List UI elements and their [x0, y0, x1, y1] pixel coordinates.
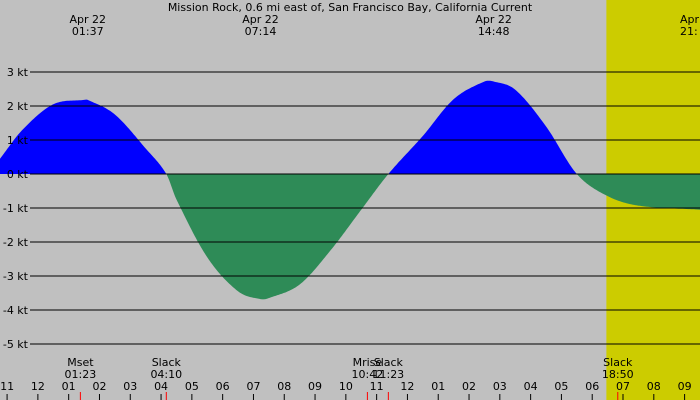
x-tick-label: 01	[62, 380, 76, 393]
x-tick-label: 07	[616, 380, 630, 393]
x-tick-label: 12	[400, 380, 414, 393]
x-tick-label: 03	[493, 380, 507, 393]
event-time: 01:37	[72, 25, 104, 38]
event-date: Apr 22	[242, 13, 279, 26]
bottom-event-label: Mrise	[353, 356, 383, 369]
y-tick-label: -4 kt	[3, 304, 29, 317]
x-tick-label: 12	[31, 380, 45, 393]
x-tick-label: 02	[462, 380, 476, 393]
y-tick-label: 3 kt	[7, 66, 29, 79]
x-tick-label: 02	[92, 380, 106, 393]
event-time: 21:	[680, 25, 698, 38]
x-tick-label: 05	[554, 380, 568, 393]
bottom-event-time: 01:23	[65, 368, 97, 381]
flood-area-2	[389, 80, 577, 174]
x-tick-label: 11	[370, 380, 384, 393]
bottom-event-time: 11:23	[372, 368, 404, 381]
event-time: 14:48	[478, 25, 510, 38]
x-tick-label: 04	[524, 380, 538, 393]
slack-moon-event-labels: Mset01:23Slack04:10Mrise10:42Slack11:23S…	[65, 356, 634, 400]
y-tick-label: 1 kt	[7, 134, 29, 147]
bottom-event-label: Slack	[152, 356, 182, 369]
ebb-area-3	[577, 174, 700, 210]
event-date: Apr 22	[70, 13, 107, 26]
x-tick-label: 06	[216, 380, 230, 393]
y-tick-label: -5 kt	[3, 338, 29, 351]
ebb-area-1	[167, 174, 389, 300]
gridlines	[30, 71, 700, 345]
x-tick-label: 05	[185, 380, 199, 393]
y-tick-label: -1 kt	[3, 202, 29, 215]
y-tick-label: 2 kt	[7, 100, 29, 113]
x-tick-label: 11	[0, 380, 14, 393]
event-date: Apr 22	[680, 13, 700, 26]
x-tick-label: 08	[277, 380, 291, 393]
bottom-event-label: Slack	[374, 356, 404, 369]
x-tick-label: 10	[339, 380, 353, 393]
x-tick-label: 09	[308, 380, 322, 393]
x-tick-label: 06	[585, 380, 599, 393]
y-tick-label: 0 kt	[7, 168, 29, 181]
flood-area-0	[0, 99, 167, 174]
bottom-event-time: 10:42	[352, 368, 384, 381]
event-date: Apr 22	[475, 13, 512, 26]
x-tick-label: 08	[647, 380, 661, 393]
bottom-event-label: Slack	[603, 356, 633, 369]
x-axis-hour-ticks: 11 12 01 02 03 04 05 06 07 08 09 10 11 12 01 02 03 04 05 06…	[0, 380, 692, 400]
event-time: 07:14	[245, 25, 277, 38]
y-tick-label: -2 kt	[3, 236, 29, 249]
x-tick-label: 04	[154, 380, 168, 393]
chart-title: Mission Rock, 0.6 mi east of, San Franci…	[168, 1, 533, 14]
x-tick-label: 07	[246, 380, 260, 393]
x-tick-label: 03	[123, 380, 137, 393]
bottom-event-time: 18:50	[602, 368, 634, 381]
bottom-event-label: Mset	[67, 356, 94, 369]
y-tick-label: -3 kt	[3, 270, 29, 283]
x-tick-label: 01	[431, 380, 445, 393]
x-tick-label: 09	[678, 380, 692, 393]
bottom-event-time: 04:10	[150, 368, 182, 381]
current-area	[0, 80, 700, 300]
y-axis-tick-labels: 3 kt 2 kt 1 kt 0 kt -1 kt -2 kt -3 kt -4 kt -5 k…	[3, 66, 29, 351]
